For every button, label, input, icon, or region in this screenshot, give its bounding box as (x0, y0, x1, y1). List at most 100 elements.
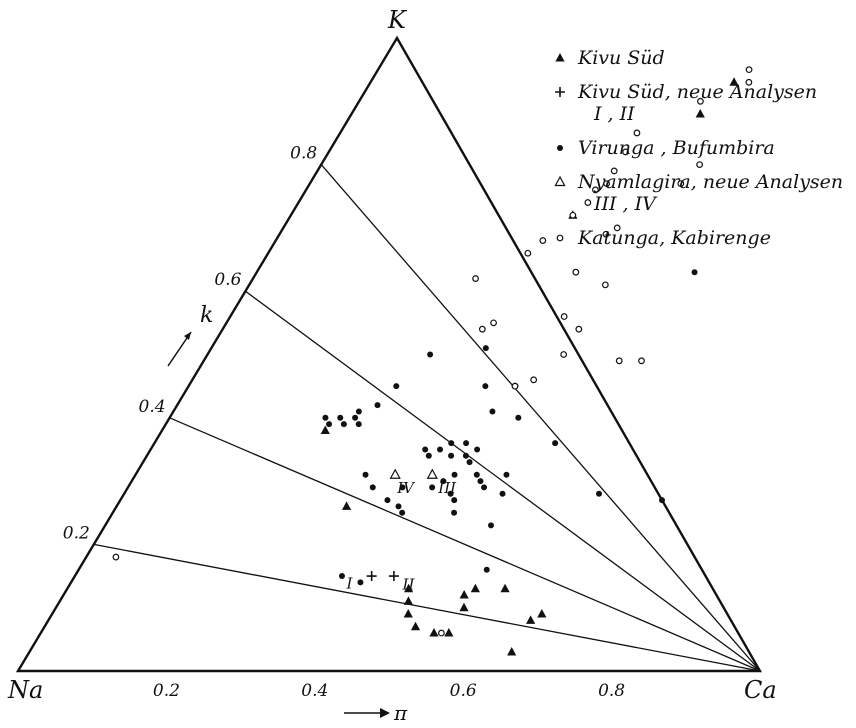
point-filled-circle-2-20 (447, 490, 454, 497)
point-filled-circle-2-46 (357, 579, 364, 586)
point-filled-circle-2-17 (429, 484, 436, 491)
point-filled-circle-2-7 (352, 414, 359, 421)
point-filled-circle-2-2 (393, 383, 400, 390)
point-filled-circle-2-42 (596, 490, 602, 497)
legend-marker-1 (555, 87, 565, 97)
point-filled-circle-2-13 (399, 484, 406, 491)
point-plus-1-0 (366, 571, 377, 582)
point-open-circle-4-28 (539, 237, 547, 244)
point-filled-triangle-0-13 (459, 602, 469, 612)
point-filled-circle-2-10 (355, 408, 362, 415)
point-filled-circle-2-0 (691, 269, 698, 276)
legend-entry-3: Nyamlagira, neue Analysen (577, 171, 843, 193)
point-filled-circle-2-47 (338, 573, 345, 580)
point-filled-circle-2-25 (422, 446, 429, 453)
pi-tick-label: 0.6 (450, 681, 477, 701)
point-filled-circle-2-32 (466, 459, 473, 466)
point-filled-triangle-0-16 (526, 615, 536, 624)
point-filled-circle-2-29 (448, 452, 455, 459)
point-plus-1-1 (388, 571, 399, 582)
point-filled-triangle-0-10 (444, 628, 454, 637)
point-filled-circle-2-9 (340, 421, 347, 428)
point-filled-circle-2-24 (425, 452, 432, 459)
point-filled-triangle-0-8 (410, 621, 421, 631)
point-filled-circle-2-37 (515, 414, 522, 421)
point-filled-circle-2-8 (355, 421, 362, 428)
legend-marker-0 (555, 53, 565, 62)
point-open-circle-4-11 (615, 357, 623, 365)
legend-sublabel-3: III , IV (593, 193, 658, 215)
point-open-circle-4-9 (575, 325, 583, 333)
point-filled-triangle-0-15 (537, 609, 547, 618)
k-tick-label: 0.8 (290, 144, 317, 164)
point-filled-circle-2-12 (369, 484, 376, 491)
pi-tick-label: 0.8 (598, 681, 625, 701)
point-open-circle-4-27 (569, 211, 577, 219)
point-filled-circle-2-43 (658, 497, 665, 504)
point-filled-triangle-0-12 (470, 583, 480, 593)
legend-entry-2: Virunga , Bufumbira (578, 137, 775, 159)
point-filled-triangle-0-1 (695, 108, 705, 118)
vertex-label-na: Na (7, 676, 43, 704)
k-guide-lines (93, 164, 761, 672)
pi-tick-label: 0.4 (301, 681, 328, 701)
k-axis-arrow-head (184, 332, 191, 340)
point-filled-circle-2-27 (448, 440, 455, 447)
point-filled-circle-2-22 (451, 509, 458, 516)
point-filled-circle-2-33 (477, 478, 484, 485)
point-filled-circle-2-11 (362, 471, 369, 478)
point-open-circle-4-3 (677, 180, 685, 187)
legend-marker-3 (554, 175, 566, 187)
k-guide-line-0.8 (320, 164, 761, 672)
point-filled-triangle-0-11 (459, 590, 469, 599)
point-filled-triangle-0-0 (729, 77, 739, 86)
point-filled-circle-2-31 (474, 446, 481, 453)
roman-label-II: II (402, 575, 416, 593)
point-filled-triangle-0-4 (341, 501, 352, 510)
point-filled-triangle-0-17 (507, 647, 517, 656)
legend-entry-1: Kivu Süd, neue Analysen (577, 81, 817, 103)
point-filled-circle-2-14 (384, 497, 391, 504)
point-open-circle-4-21 (633, 129, 641, 137)
point-filled-triangle-0-5 (403, 583, 414, 593)
k-axis-label: k (200, 303, 213, 328)
roman-label-IV: IV (396, 479, 416, 497)
point-open-circle-4-13 (530, 376, 538, 384)
point-filled-circle-2-1 (427, 351, 434, 358)
point-filled-circle-2-16 (399, 509, 406, 516)
legend-entry-0: Kivu Süd (577, 47, 665, 69)
point-filled-circle-2-39 (482, 383, 489, 390)
triangle-outline (15, 35, 763, 673)
k-guide-line-0.4 (169, 417, 761, 672)
point-open-circle-4-8 (560, 313, 568, 320)
point-open-circle-4-24 (603, 180, 611, 187)
pi-axis-arrow-head (380, 708, 390, 718)
pi-tick-label: 0.2 (153, 681, 180, 701)
point-filled-circle-2-34 (481, 484, 488, 491)
point-filled-triangle-0-3 (320, 425, 330, 434)
point-open-circle-4-5 (602, 230, 610, 238)
legend-sublabel-1: I , II (593, 103, 635, 125)
roman-label-I: I (345, 574, 353, 592)
point-filled-circle-2-21 (451, 497, 458, 504)
point-filled-circle-2-30 (462, 452, 469, 459)
point-open-circle-4-19 (112, 553, 120, 561)
point-open-circle-4-1 (745, 78, 753, 86)
k-tick-label: 0.2 (63, 523, 90, 543)
legend-marker-4 (556, 234, 564, 242)
point-open-circle-4-18 (511, 382, 519, 390)
point-filled-circle-2-3 (374, 402, 381, 409)
point-open-circle-4-7 (601, 281, 609, 289)
point-open-circle-4-6 (572, 268, 580, 276)
point-open-circle-4-12 (638, 357, 645, 365)
k-tick-label: 0.6 (214, 270, 241, 290)
k-guide-line-0.2 (93, 543, 761, 672)
point-open-circle-4-10 (560, 351, 568, 358)
point-filled-circle-2-35 (503, 471, 510, 478)
point-filled-circle-2-45 (483, 566, 490, 573)
point-open-circle-4-20 (697, 97, 704, 105)
point-filled-circle-2-38 (489, 408, 496, 415)
k-guide-line-0.6 (245, 290, 761, 672)
point-open-circle-4-30 (438, 629, 445, 637)
